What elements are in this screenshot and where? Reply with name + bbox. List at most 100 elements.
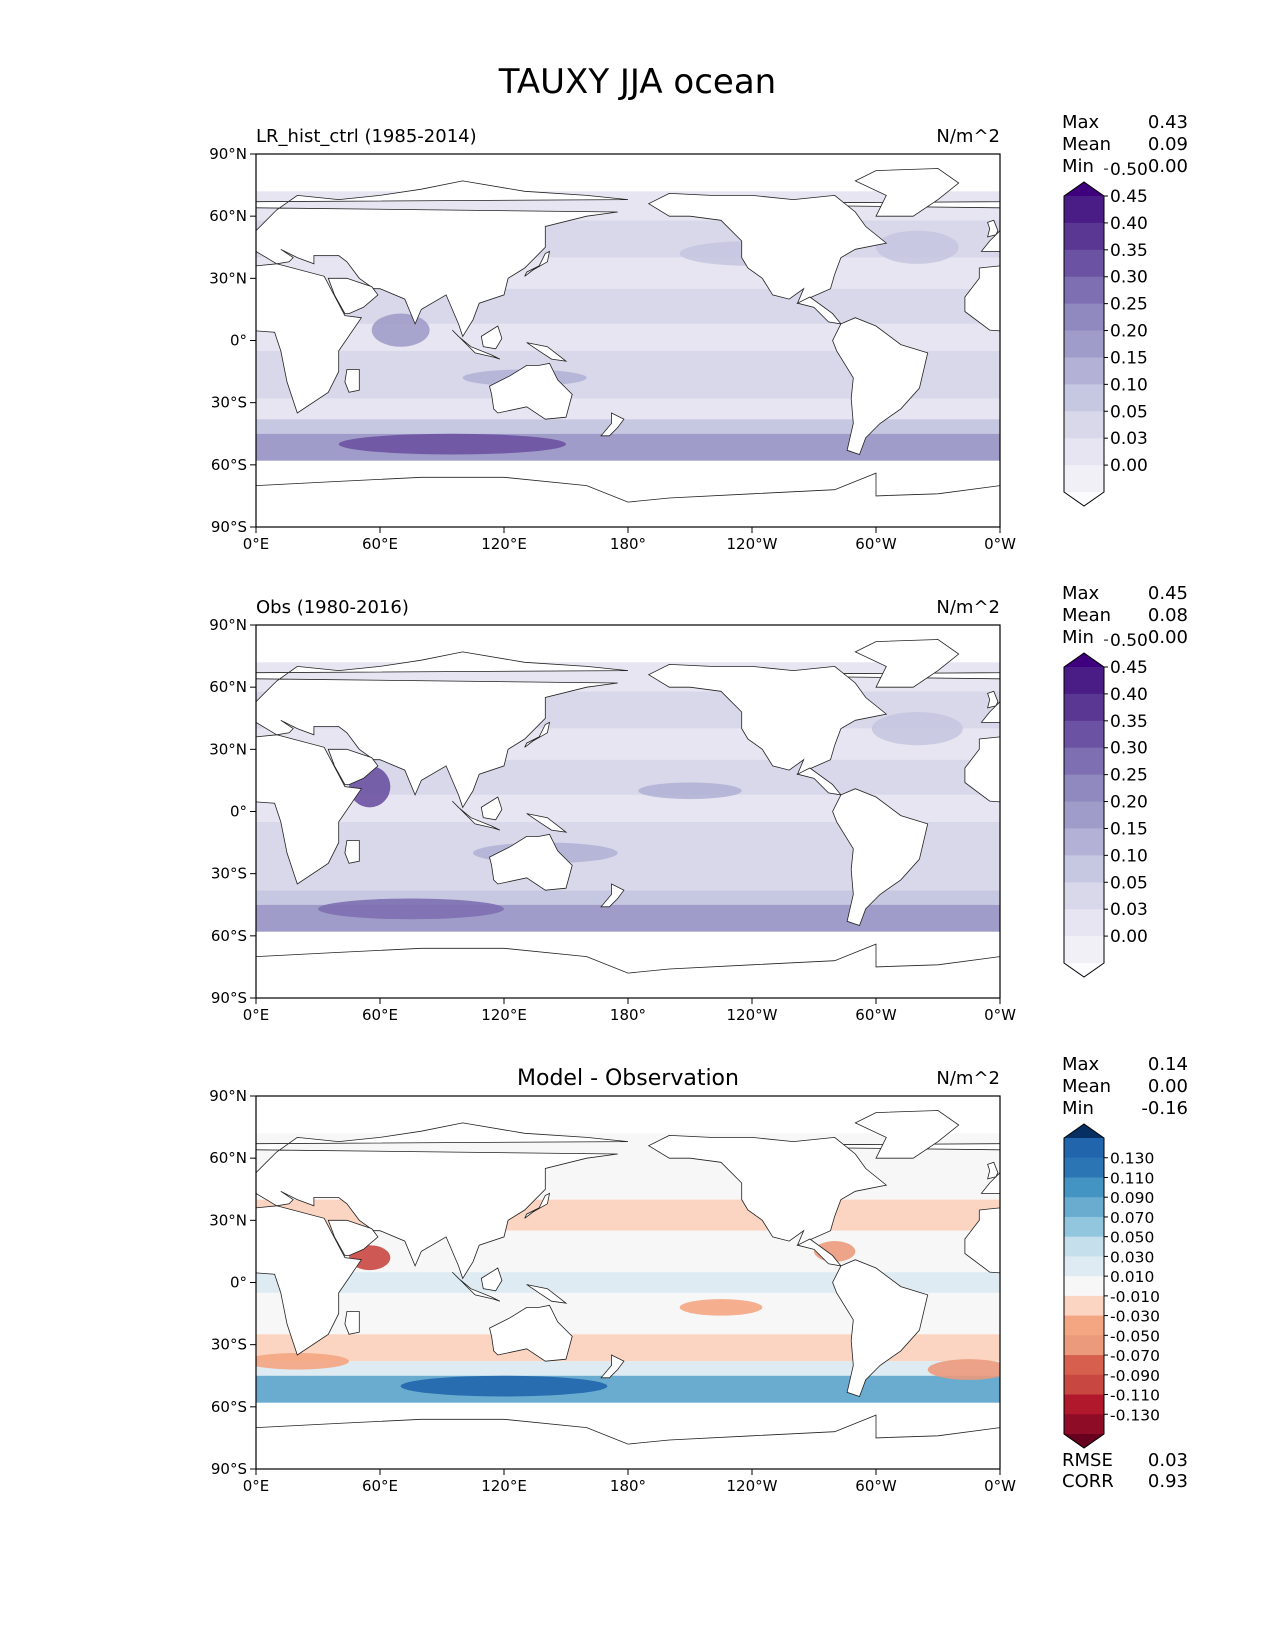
colorbar-segment [1064, 1256, 1104, 1277]
x-tick-label: 60°W [855, 1477, 897, 1495]
landmass-australia [489, 833, 573, 891]
field-band [256, 869, 1000, 891]
colorbar: -0.130-0.110 -0.090 -0.070 -0.050-0.030 -0.0… [1063, 1123, 1160, 1449]
colorbar-label: 0.40 [1110, 685, 1148, 705]
coastlines [256, 1110, 1000, 1469]
colorbar-segment [1064, 747, 1104, 776]
stat-value: 0.08 [1148, 605, 1188, 626]
panel-title: Obs (1980-2016) [256, 597, 409, 618]
stat-value: 0.00 [1148, 1076, 1188, 1097]
y-tick-label: 30°N [209, 740, 247, 758]
colorbar-segment [1064, 384, 1104, 412]
y-tick-label: 90°S [211, 1460, 247, 1478]
colorbar-label: 0.45 [1110, 187, 1148, 207]
x-tick-label: 0°W [984, 1006, 1016, 1024]
colorbar-segment [1064, 1335, 1104, 1356]
colorbar-segment [1064, 1177, 1104, 1198]
units-label: N/m^2 [936, 1068, 1000, 1089]
colorbar-segment [1064, 1197, 1104, 1218]
stat-value: -0.16 [1141, 1098, 1188, 1119]
landmass-borneo [480, 325, 503, 350]
landmass-japan [524, 721, 551, 748]
colorbar-label: 0.45 [1110, 658, 1148, 678]
colorbar-label: 0.30 [1110, 739, 1148, 759]
metric-label: RMSE [1062, 1450, 1113, 1471]
x-tick-label: 120°W [727, 535, 778, 553]
colorbar-label: 0.10 [1110, 375, 1148, 395]
y-tick-label: 90°S [211, 989, 247, 1007]
colorbar-segment [1064, 465, 1104, 493]
x-tick-label: 120°W [727, 1477, 778, 1495]
colorbar-label: -0.050 [1110, 1327, 1160, 1345]
landmass-eurasia [648, 201, 1000, 252]
colorbar-label: 0.50 [1110, 631, 1148, 651]
colorbar-label: -0.130 [1110, 1406, 1160, 1424]
colorbar-segment [1064, 667, 1104, 695]
colorbar: 0.00 0.03 0.05 0.10 0.15 0.20 0.25 0.30 0.35 0.40… [1063, 631, 1148, 978]
coastlines [256, 168, 1000, 527]
colorbar-segment [1064, 774, 1104, 803]
colorbar-segment [1064, 276, 1104, 305]
colorbar-label: 0.03 [1110, 900, 1148, 920]
field-blob [876, 230, 959, 264]
landmass-madagascar [344, 840, 360, 864]
stat-label: Mean [1062, 1076, 1111, 1097]
x-tick-label: 0°E [243, 1477, 270, 1495]
field-blob [400, 1375, 608, 1397]
colorbar-label: 0.05 [1110, 873, 1148, 893]
landmass-new-guinea [526, 342, 568, 362]
x-tick-label: 60°W [855, 1006, 897, 1024]
y-tick-label: 30°S [211, 865, 247, 883]
field-blob [371, 313, 430, 347]
landmass-north-america [647, 192, 888, 304]
colorbar-segment [1064, 1236, 1104, 1257]
landmass-south-america [832, 1259, 929, 1398]
stat-value: 0.43 [1148, 112, 1188, 133]
landmass-antarctica [256, 943, 1000, 998]
colorbar-outline [1063, 181, 1105, 507]
colorbar-extend-min [1064, 492, 1104, 506]
landmass-eurasia [648, 1143, 1000, 1194]
colorbar-label: 0.110 [1110, 1169, 1154, 1187]
x-tick-label: 180° [610, 1477, 646, 1495]
landmass-greenland [854, 1110, 960, 1159]
field-blob [679, 1299, 763, 1316]
landmass-africa [256, 1205, 363, 1356]
field-band [256, 1375, 1000, 1403]
stat-value: 0.45 [1148, 583, 1188, 604]
y-tick-label: 90°N [209, 1087, 247, 1105]
y-tick-label: 60°N [209, 678, 247, 696]
colorbar-label: 0.070 [1110, 1209, 1154, 1227]
field-blob [638, 782, 742, 800]
colorbar-segment [1064, 936, 1104, 964]
colorbar-label: 0.35 [1110, 241, 1148, 261]
colorbar-segment [1064, 249, 1104, 278]
colorbar-label: 0.10 [1110, 846, 1148, 866]
colorbar-segment [1064, 411, 1104, 439]
colorbar-extend-min [1064, 963, 1104, 977]
x-tick-label: 0°E [243, 535, 270, 553]
stat-value: 0.00 [1148, 627, 1188, 648]
y-tick-label: 60°S [211, 1398, 247, 1416]
colorbar-segment [1064, 1394, 1104, 1415]
landmass-australia [489, 1304, 573, 1362]
x-tick-label: 180° [610, 1006, 646, 1024]
colorbar-segment [1064, 1414, 1104, 1435]
landmass-new-guinea [526, 813, 568, 833]
landmass-new-zealand [600, 1354, 625, 1379]
colorbar-label: 0.05 [1110, 402, 1148, 422]
colorbar-segment [1064, 357, 1104, 385]
stat-label: Min [1062, 627, 1094, 648]
landmass-south-america [832, 788, 929, 927]
landmass-uk [987, 219, 999, 238]
x-tick-label: 60°E [362, 1006, 398, 1024]
colorbar-label: -0.010 [1110, 1288, 1160, 1306]
y-tick-label: 30°N [209, 1211, 247, 1229]
y-tick-label: 0° [230, 803, 247, 821]
field-blob [927, 1359, 1000, 1380]
colorbar-segment [1064, 438, 1104, 466]
contour-field [256, 1096, 1000, 1469]
colorbar-segment [1064, 1355, 1104, 1376]
colorbar-label: 0.30 [1110, 268, 1148, 288]
